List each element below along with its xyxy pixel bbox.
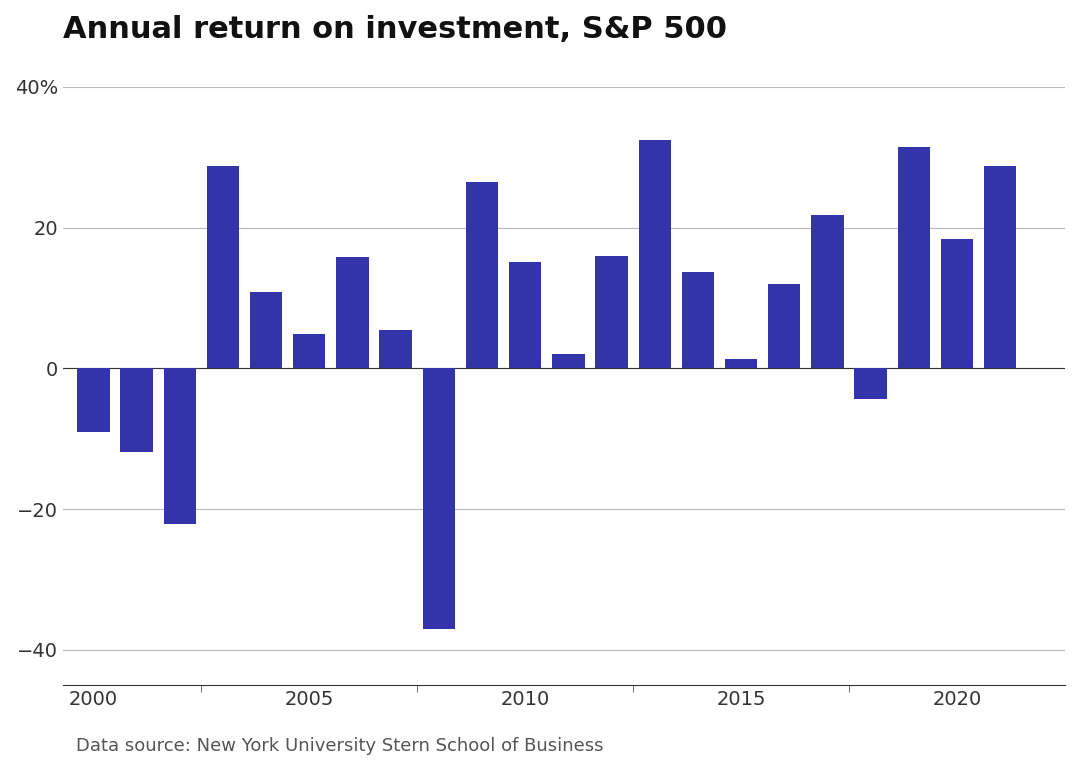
Bar [120,368,152,452]
Bar [854,368,887,400]
Bar [422,368,455,628]
Bar [379,330,411,368]
Bar [293,334,325,368]
Bar [249,292,282,368]
Bar [725,359,757,368]
Bar [552,353,584,368]
Text: Annual return on investment, S&P 500: Annual return on investment, S&P 500 [63,15,727,44]
Bar [681,272,714,368]
Bar [465,182,498,368]
Bar [163,368,195,524]
Bar [984,166,1016,368]
Bar [897,147,930,368]
Bar [768,284,800,368]
Bar [336,257,368,368]
Bar [811,215,843,368]
Bar [638,140,671,368]
Bar [595,256,627,368]
Bar [206,166,239,368]
Bar [77,368,109,433]
Text: Data source: New York University Stern School of Business: Data source: New York University Stern S… [76,737,603,755]
Bar [941,239,973,368]
Bar [509,262,541,368]
